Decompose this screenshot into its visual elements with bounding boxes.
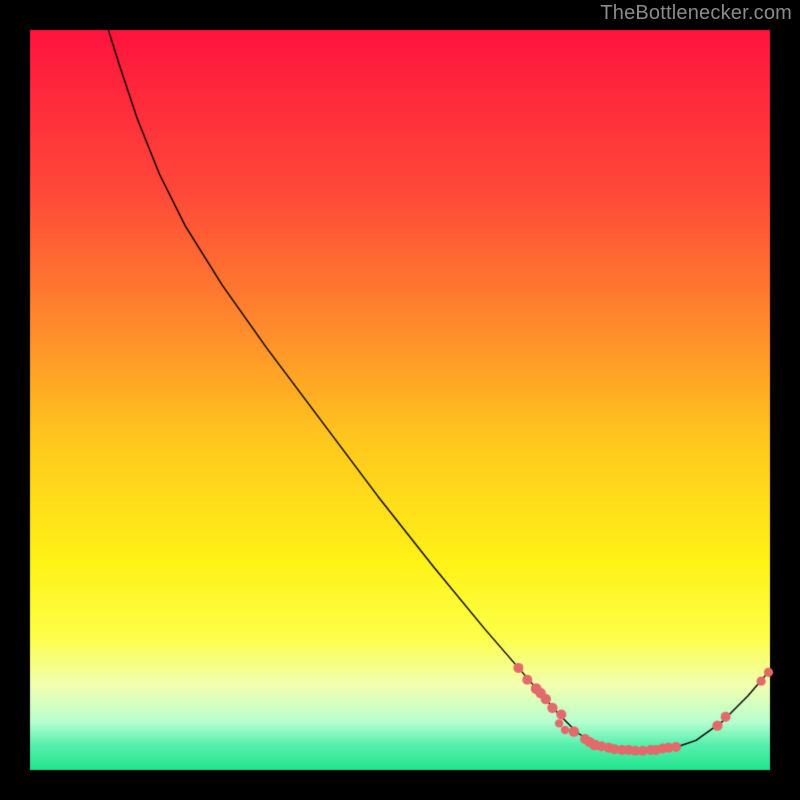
watermark-label: TheBottlenecker.com [600, 2, 792, 25]
bottleneck-chart-canvas [0, 0, 800, 800]
chart-container: TheBottlenecker.com [0, 0, 800, 800]
